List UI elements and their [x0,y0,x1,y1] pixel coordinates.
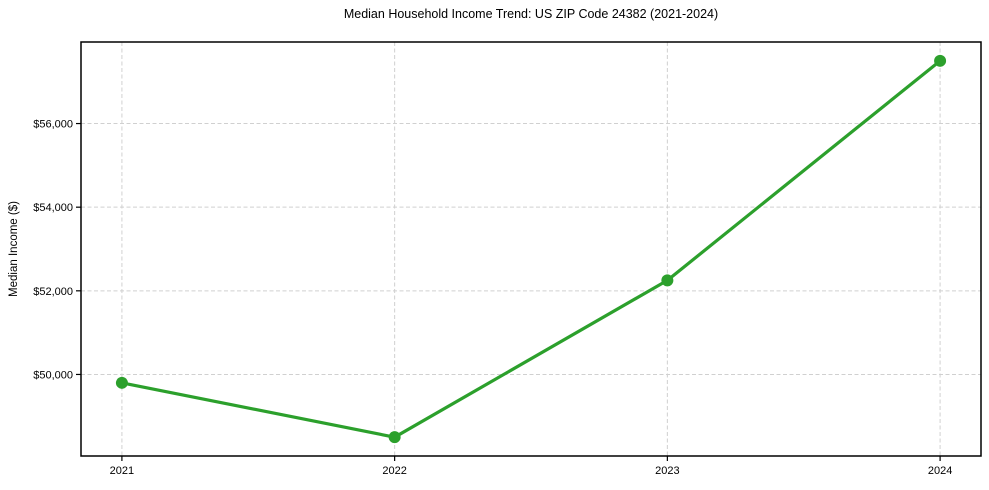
x-tick-label-2022: 2022 [382,465,406,477]
chart-title: Median Household Income Trend: US ZIP Co… [343,7,719,21]
y-tick-label-52000: $52,000 [33,286,73,298]
y-tick-label-56000: $56,000 [33,119,73,131]
plot-border [80,41,982,457]
y-tick-label-50000: $50,000 [33,369,73,381]
data-point-2023 [661,274,674,287]
data-point-2022 [388,431,401,444]
data-point-2024 [934,54,947,67]
x-tick-label-2024: 2024 [928,465,952,477]
x-tick-label-2023: 2023 [655,465,679,477]
y-tick-label-54000: $54,000 [33,202,73,214]
trend-line [120,59,942,439]
data-point-2021 [115,376,128,389]
x-tick-label-2021: 2021 [110,465,134,477]
